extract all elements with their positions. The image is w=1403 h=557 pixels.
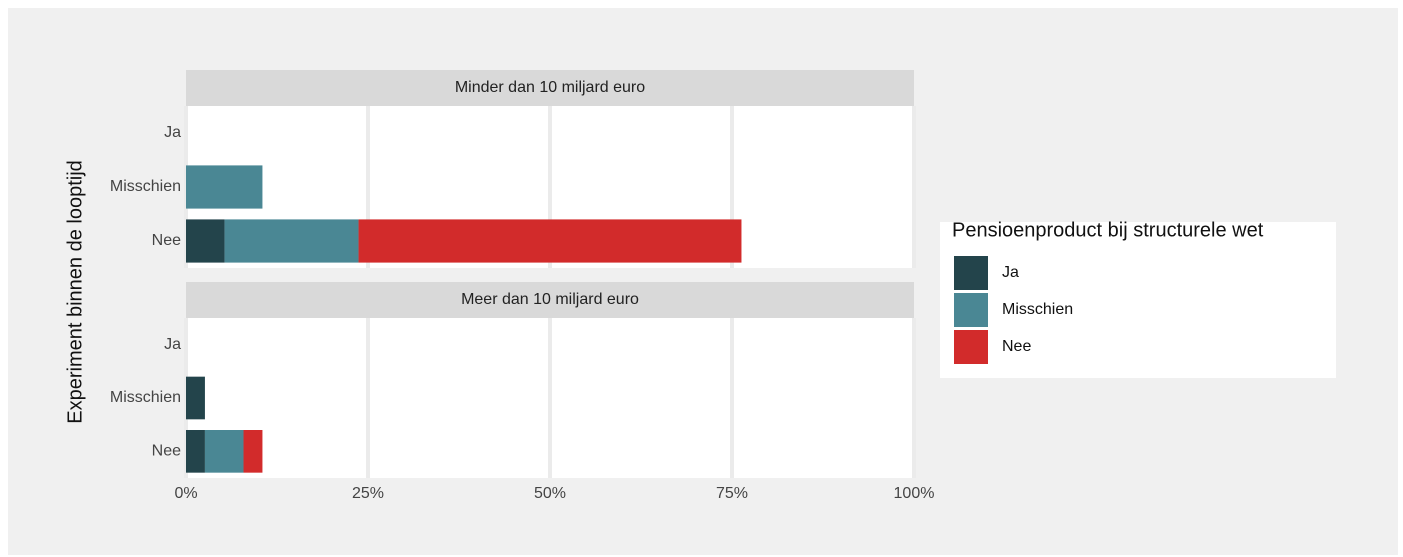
- facet-strip: [186, 282, 914, 318]
- bar-segment: [186, 430, 205, 473]
- facet-title: Minder dan 10 miljard euro: [455, 79, 645, 96]
- legend-label: Ja: [1002, 264, 1019, 281]
- bar-segment: [186, 376, 205, 420]
- legend-label: Misschien: [1002, 301, 1073, 318]
- y-tick-label: Ja: [164, 124, 181, 141]
- legend-box: [940, 222, 1336, 378]
- bar-segment: [204, 430, 244, 473]
- y-tick-label: Ja: [164, 336, 181, 353]
- x-tick-label: 75%: [716, 485, 748, 502]
- y-tick-label: Nee: [152, 443, 181, 460]
- bar-segment: [358, 219, 742, 263]
- bar-segment: [186, 165, 263, 209]
- legend-key: [954, 256, 988, 290]
- legend-key: [954, 330, 988, 364]
- bar-segment: [186, 219, 225, 263]
- bar-segment: [224, 219, 359, 263]
- legend-key: [954, 293, 988, 327]
- bar-segment: [243, 430, 263, 473]
- legend-title: Pensioenproduct bij structurele wet: [952, 219, 1264, 241]
- facet-strip: [186, 70, 914, 106]
- y-tick-label: Misschien: [110, 389, 181, 406]
- x-tick-label: 50%: [534, 485, 566, 502]
- x-tick-label: 25%: [352, 485, 384, 502]
- facet-title: Meer dan 10 miljard euro: [461, 291, 639, 308]
- legend-label: Nee: [1002, 338, 1031, 355]
- x-tick-label: 0%: [174, 485, 197, 502]
- y-tick-label: Nee: [152, 232, 181, 249]
- x-tick-label: 100%: [894, 485, 935, 502]
- y-axis-label: Experiment binnen de looptijd: [64, 160, 86, 424]
- y-tick-label: Misschien: [110, 178, 181, 195]
